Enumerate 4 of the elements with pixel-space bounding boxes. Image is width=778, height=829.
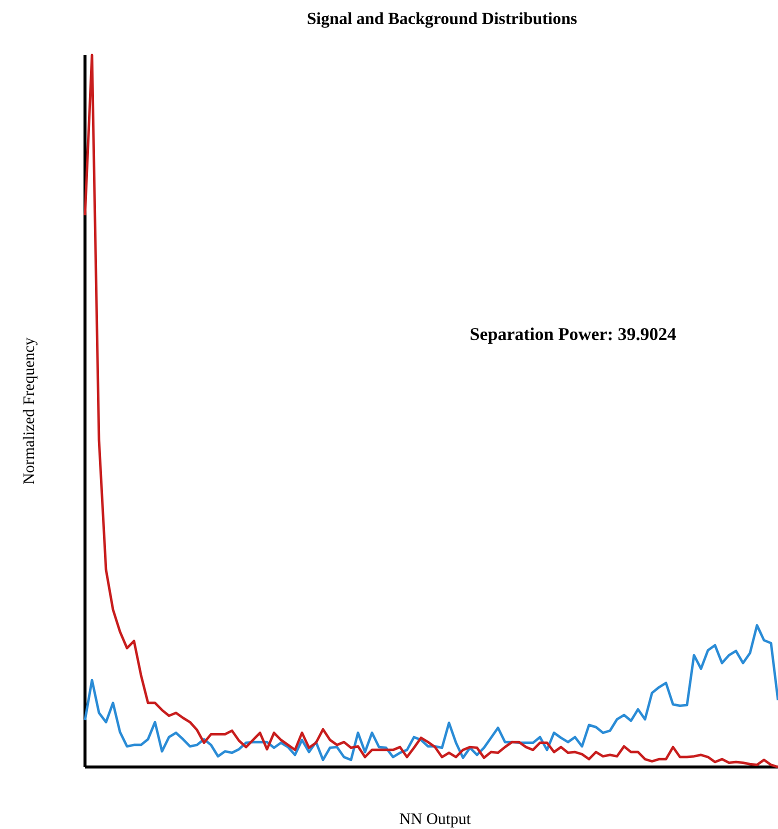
x-axis-title: NN Output [399,811,472,828]
chart-title: Signal and Background Distributions [306,9,578,28]
annotation: Separation Power: 39.9024 [470,324,676,344]
y-axis-title: Normalized Frequency [21,337,38,485]
